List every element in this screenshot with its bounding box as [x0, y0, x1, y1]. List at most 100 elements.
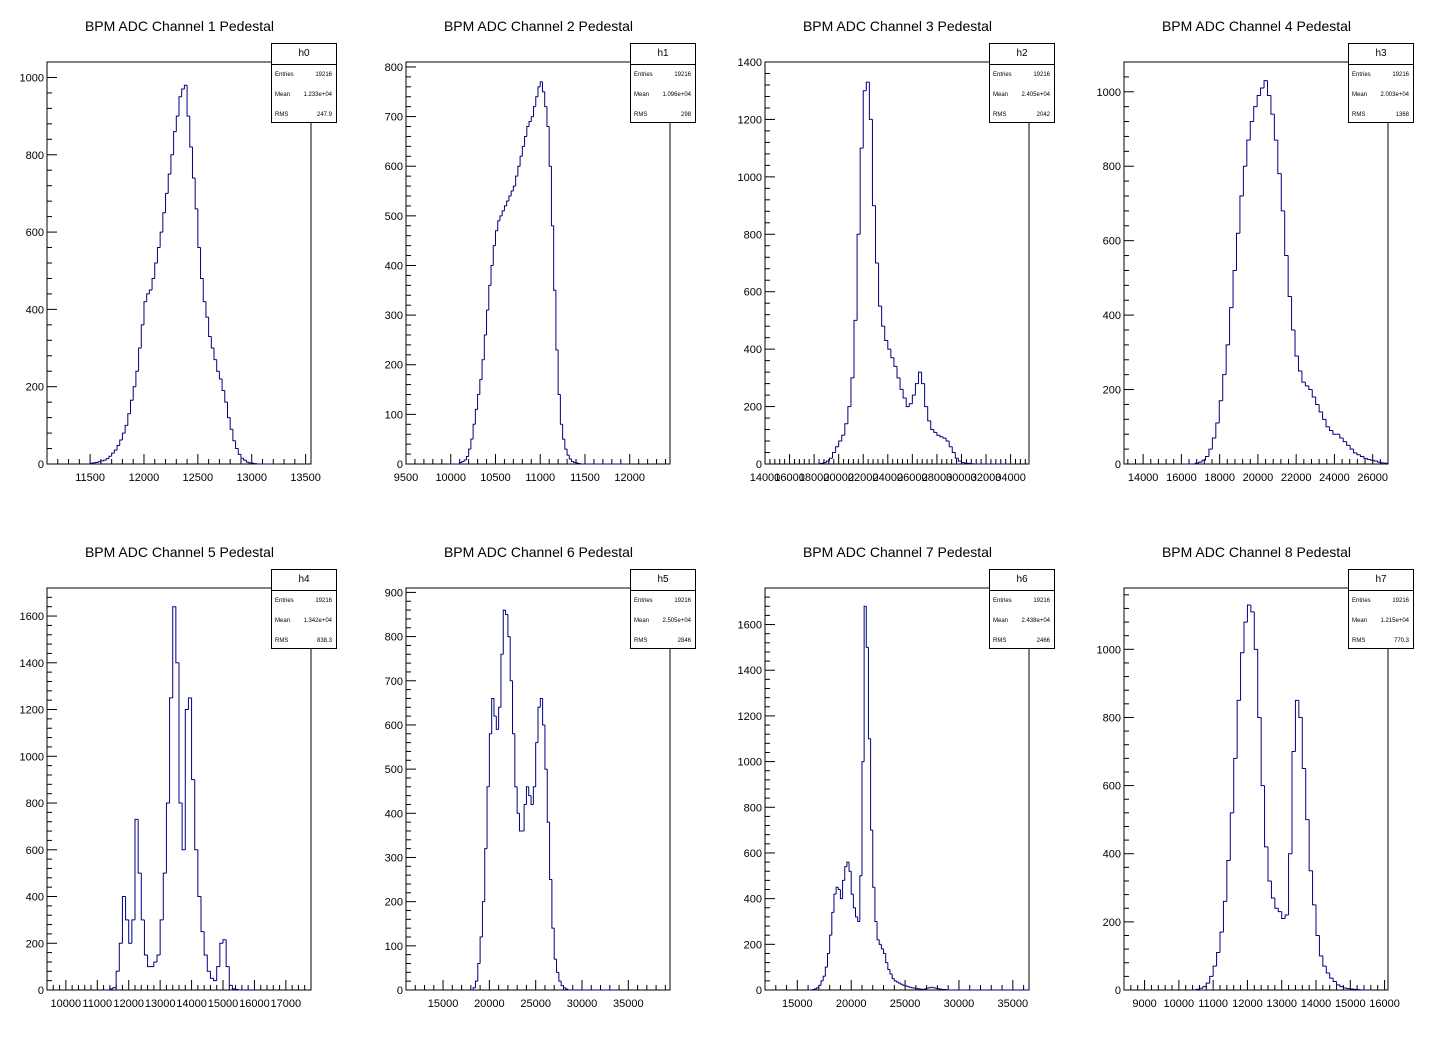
- histogram-bin: [231, 985, 236, 990]
- x-tick-label: 25000: [520, 998, 551, 1010]
- histogram-bin: [891, 974, 895, 980]
- x-tick-label: 12000: [614, 472, 645, 484]
- histogram-bin: [510, 190, 514, 196]
- stats-mean-row: Mean 2.438e+04: [990, 611, 1054, 631]
- histogram-bin: [140, 873, 145, 921]
- histogram-bin: [481, 359, 485, 380]
- stats-mean-row: Mean 1.342e+04: [272, 611, 336, 631]
- histogram-line: [808, 605, 1028, 991]
- histogram-bin: [1198, 987, 1203, 990]
- stats-histogram-name: h2: [990, 44, 1054, 65]
- histogram-bin: [831, 911, 834, 936]
- stats-box: h4 Entries 19216 Mean 1.342e+04 RMS 838.3: [271, 569, 337, 649]
- histogram-bin: [927, 406, 931, 422]
- histogram-bin: [921, 372, 925, 385]
- stats-mean-value: 2.405e+04: [1021, 92, 1050, 98]
- histogram-pad-8: 9000 10000 11000 12000 13000 14000 15000 16000 0…: [1077, 526, 1436, 1052]
- histogram-bin: [550, 166, 554, 227]
- stats-box: h5 Entries 19216 Mean 2.505e+04 RMS 2846: [630, 569, 696, 649]
- histogram-bin: [189, 116, 193, 148]
- x-tick-label: 15000: [782, 998, 813, 1010]
- histogram-bin: [553, 225, 556, 291]
- x-tick-label: 13500: [290, 472, 321, 484]
- x-tick-label: 11000: [525, 472, 555, 484]
- histogram-bin: [1284, 914, 1289, 919]
- histogram-bin: [1311, 389, 1316, 398]
- plot-title: BPM ADC Channel 6 Pedestal: [443, 544, 634, 560]
- histogram-bin: [131, 919, 135, 944]
- y-tick-label: 200: [1103, 385, 1121, 397]
- histogram-bin: [848, 862, 852, 872]
- histogram-bin: [1202, 986, 1207, 989]
- histogram-bin: [216, 359, 220, 372]
- stats-entries-label: Entries: [993, 598, 1012, 604]
- histogram-bin: [175, 606, 179, 664]
- histogram-bin: [1332, 430, 1337, 435]
- y-tick-label: 400: [744, 894, 762, 906]
- histogram-bin: [1366, 458, 1371, 461]
- x-tick-label: 13000: [145, 998, 176, 1010]
- x-tick-label: 20000: [1243, 472, 1274, 484]
- x-tick-label: 15000: [208, 998, 239, 1010]
- histogram-bin: [132, 386, 136, 401]
- histogram-bin: [219, 942, 223, 967]
- histogram-bin: [1380, 462, 1385, 464]
- histogram-bin: [1233, 757, 1238, 813]
- histogram-bin: [191, 147, 196, 179]
- histogram-bin: [898, 982, 901, 984]
- histogram-bin: [503, 205, 507, 211]
- histogram-bin: [562, 424, 565, 440]
- histogram-bin: [875, 205, 879, 264]
- plot-title: BPM ADC Channel 4 Pedestal: [1161, 18, 1352, 34]
- stats-entries-value: 19216: [1033, 598, 1050, 604]
- histogram-bin: [197, 208, 201, 249]
- histogram-pad-3: 14000 16000 18000 20000 22000 24000 26000 28000…: [718, 0, 1077, 526]
- histogram-bin: [1246, 139, 1251, 167]
- histogram-bin: [226, 402, 231, 419]
- histogram-bin: [493, 698, 497, 717]
- histogram-bin: [479, 379, 483, 395]
- histogram-bin: [530, 795, 534, 805]
- histogram-plot: 1400016000180002000022000240002600028000…: [738, 57, 1030, 484]
- stats-rms-value: 838.3: [316, 638, 332, 644]
- histogram-bin: [490, 264, 494, 286]
- histogram-bin: [1267, 846, 1272, 882]
- x-tick-label: 9000: [1132, 998, 1156, 1010]
- histogram-bin: [1222, 900, 1227, 933]
- histogram-bin: [111, 452, 115, 457]
- histogram-bin: [945, 438, 950, 442]
- histogram-bin: [559, 394, 563, 425]
- histogram-bin: [1356, 452, 1361, 456]
- y-tick-label: 200: [385, 897, 403, 909]
- histogram-bin: [491, 697, 494, 734]
- stats-rms-label: RMS: [634, 638, 648, 644]
- y-tick-label: 0: [397, 459, 403, 471]
- histogram-bin: [465, 456, 469, 461]
- y-tick-label: 500: [385, 764, 403, 776]
- histogram-bin: [532, 786, 536, 805]
- stats-rms-row: RMS 838.3: [272, 631, 336, 651]
- y-tick-label: 1400: [738, 665, 762, 677]
- y-tick-label: 0: [1115, 985, 1121, 997]
- stats-mean-label: Mean: [1352, 618, 1368, 624]
- histogram-bin: [549, 822, 552, 881]
- histogram-bin: [838, 440, 842, 447]
- y-tick-label: 400: [26, 892, 44, 904]
- histogram-bin: [1229, 812, 1234, 861]
- plot-title: BPM ADC Channel 7 Pedestal: [802, 544, 993, 560]
- histogram-bin: [546, 769, 550, 823]
- histogram-bin: [839, 889, 843, 900]
- histogram-bin: [829, 934, 832, 954]
- histogram-bin: [1308, 385, 1313, 391]
- histogram-bin: [172, 606, 176, 698]
- histogram-bin: [197, 849, 201, 898]
- stats-entries-row: Entries 19216: [631, 65, 695, 85]
- histogram-bin: [914, 383, 919, 396]
- histogram-bin: [1226, 860, 1231, 902]
- stats-histogram-name: h0: [272, 44, 336, 65]
- histogram-bin: [138, 347, 142, 372]
- histogram-bin: [1229, 307, 1234, 345]
- histogram-bin: [850, 871, 854, 895]
- histogram-bin: [902, 389, 907, 399]
- histogram-bin: [194, 177, 198, 210]
